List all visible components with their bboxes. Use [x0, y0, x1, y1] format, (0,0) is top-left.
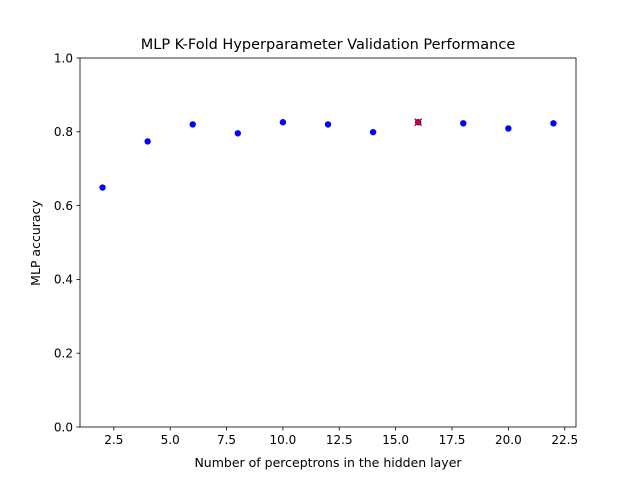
x-tick-label: 2.5	[104, 433, 123, 447]
x-tick-label: 5.0	[161, 433, 180, 447]
data-point	[550, 120, 557, 127]
data-point	[505, 125, 512, 132]
x-axis-label: Number of perceptrons in the hidden laye…	[194, 455, 462, 470]
y-tick-label: 0.4	[54, 273, 73, 287]
y-axis-label: MLP accuracy	[28, 200, 43, 286]
x-tick-label: 22.5	[551, 433, 578, 447]
data-point	[460, 120, 467, 127]
data-point	[144, 138, 151, 145]
x-tick-label: 20.0	[495, 433, 522, 447]
best-point-marker	[414, 118, 423, 127]
data-point	[279, 119, 287, 126]
plot-area	[99, 118, 557, 191]
data-point	[189, 121, 196, 128]
data-point	[234, 130, 242, 137]
axes: 2.5 5.0 7.5 10.0 12.5 15.0 17.5 20.0 22.5 0.0 0.2 0…	[54, 51, 578, 447]
chart-title: MLP K-Fold Hyperparameter Validation Per…	[141, 37, 516, 53]
data-point	[369, 128, 377, 136]
x-tick-label: 7.5	[217, 433, 236, 447]
y-tick-label: 0.8	[54, 125, 73, 139]
data-point	[324, 121, 332, 128]
x-tick-label: 12.5	[326, 433, 353, 447]
x-tick-label: 10.0	[270, 433, 297, 447]
y-tick-label: 1.0	[54, 51, 73, 65]
data-point	[99, 184, 106, 191]
y-tick-label: 0.0	[54, 420, 73, 434]
x-tick-label: 17.5	[439, 433, 466, 447]
x-tick-label: 15.0	[382, 433, 409, 447]
y-tick-label: 0.2	[54, 347, 73, 361]
y-tick-label: 0.6	[54, 199, 73, 213]
best-point-stroke	[414, 118, 423, 127]
axes-frame	[79, 57, 577, 428]
